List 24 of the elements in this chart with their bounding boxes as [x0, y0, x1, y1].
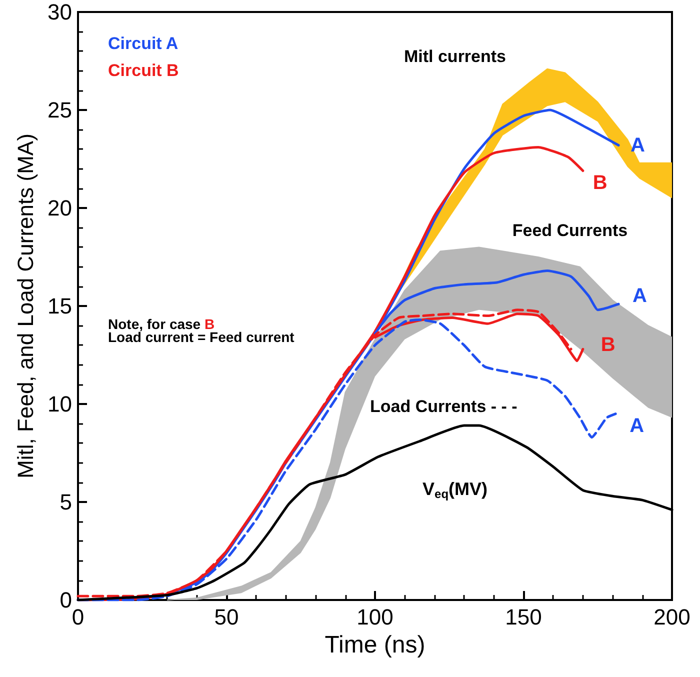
- annotation: Load Currents - - -: [370, 397, 518, 416]
- series-label: A: [630, 134, 645, 156]
- x-tick-label: 100: [356, 604, 394, 630]
- x-tick-label: 50: [214, 604, 239, 630]
- y-axis-title: Mitl, Feed, and Load Currents (MA): [13, 134, 38, 478]
- y-tick-label: 20: [48, 196, 72, 220]
- series-label: A: [630, 414, 644, 437]
- series-label: B: [600, 334, 616, 356]
- annotation: Mitl currents: [404, 47, 506, 66]
- x-axis-title: Time (ns): [324, 631, 426, 658]
- x-tick-label: 150: [505, 604, 542, 630]
- y-tick-label: 15: [48, 294, 72, 318]
- series-label: A: [632, 285, 647, 308]
- x-tick-label: 200: [654, 604, 690, 630]
- y-tick-label: 30: [48, 0, 72, 24]
- annotation: Circuit A: [108, 34, 178, 53]
- y-tick-label: 0: [60, 588, 72, 612]
- y-tick-label: 25: [48, 98, 72, 122]
- annotation: Note, for case B: [108, 316, 215, 332]
- annotation: Circuit B: [108, 61, 179, 80]
- annotation: Feed Currents: [512, 221, 628, 240]
- y-tick-label: 5: [60, 490, 72, 514]
- y-tick-label: 10: [48, 392, 72, 416]
- series-label: B: [592, 172, 608, 194]
